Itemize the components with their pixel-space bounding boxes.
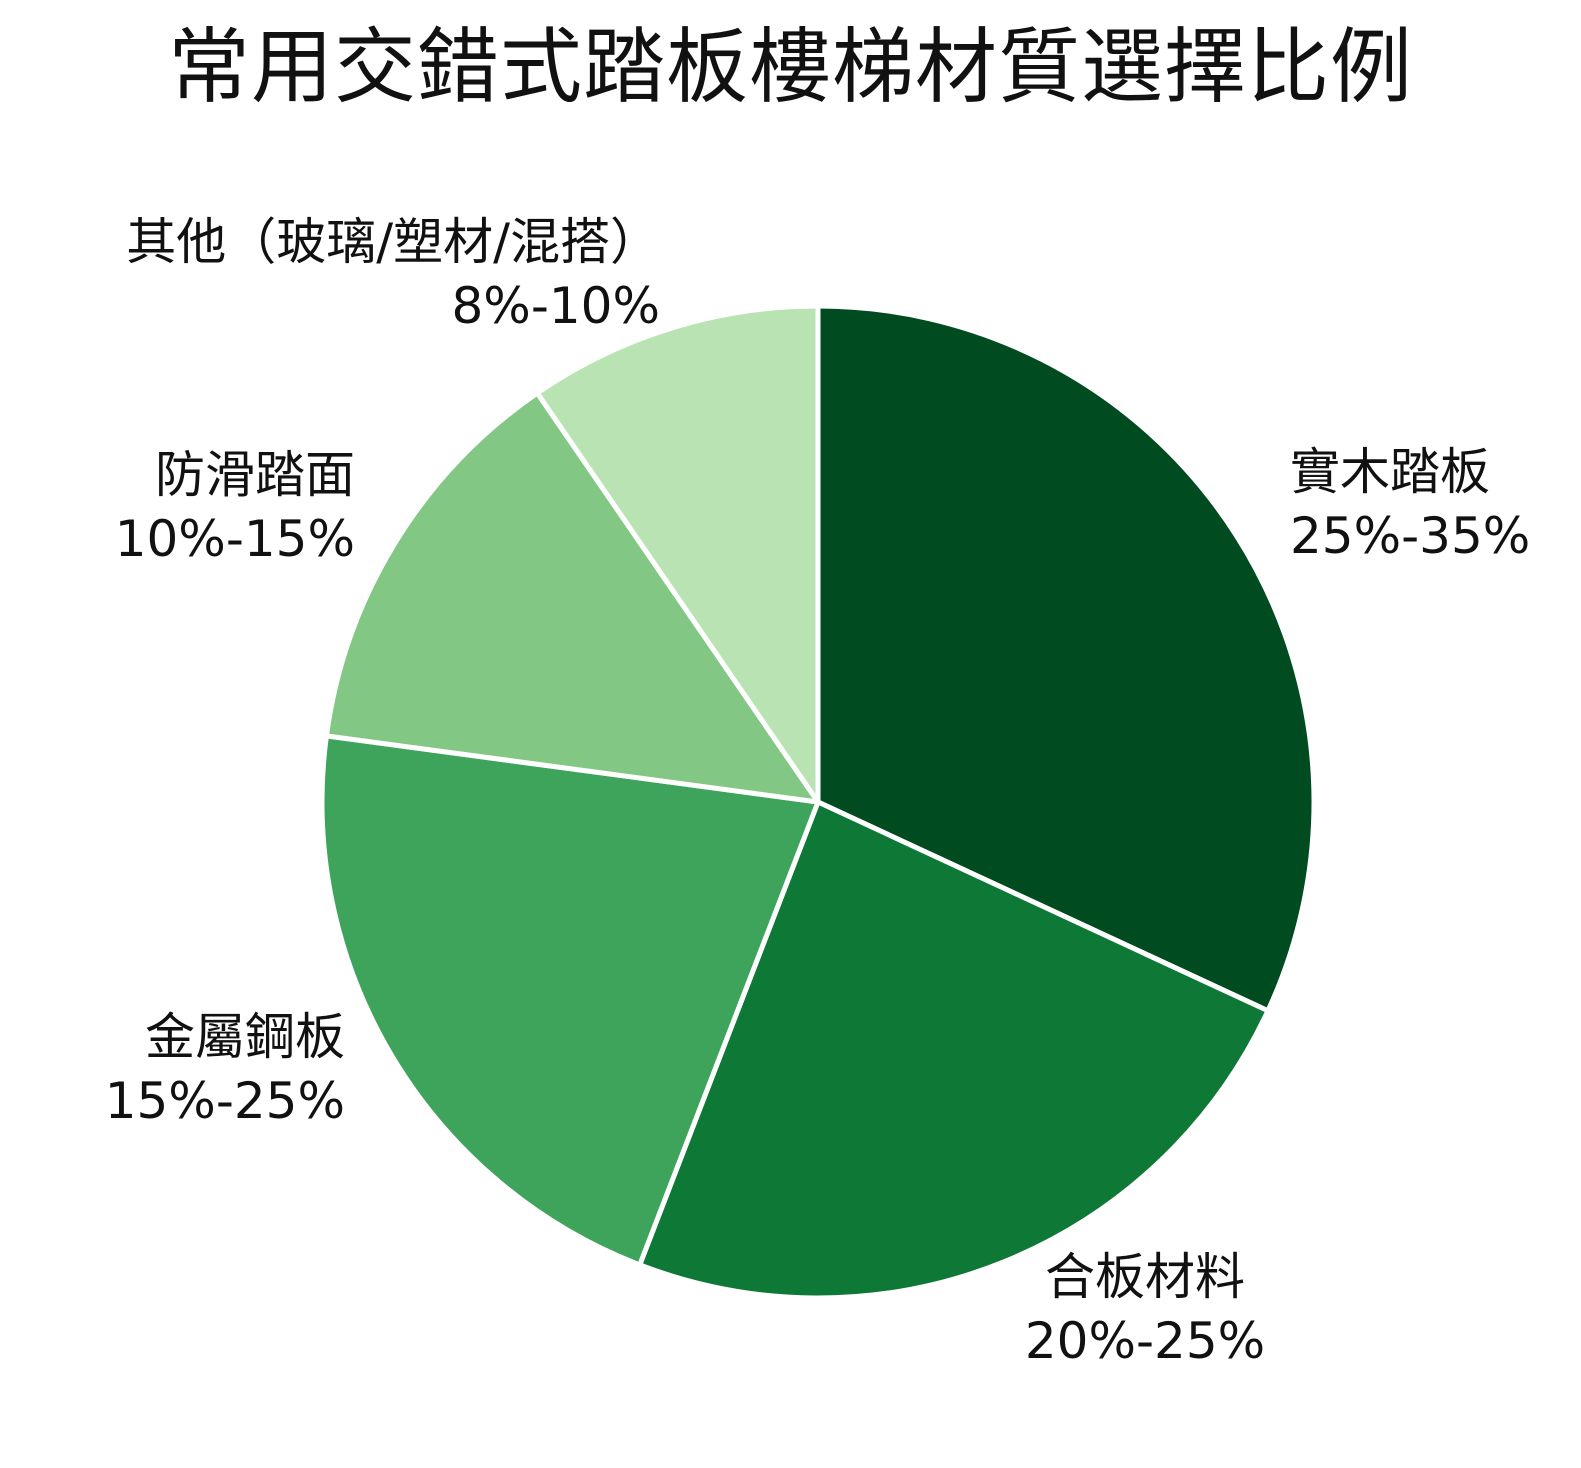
pie-slice-anti-slip xyxy=(323,390,821,805)
slice-name: 實木踏板 xyxy=(1290,443,1490,501)
slice-percent: 8%-10% xyxy=(451,277,661,335)
pie-slice-metal-steel xyxy=(319,733,821,1268)
slice-percent: 15%-25% xyxy=(104,1072,345,1130)
slice-label-anti-slip: 防滑踏面 10%-15% xyxy=(70,443,355,571)
slice-percent: 25%-35% xyxy=(1290,507,1531,565)
slice-percent: 10%-15% xyxy=(114,510,355,568)
slice-label-metal-steel: 金屬鋼板 15%-25% xyxy=(60,1005,345,1133)
slice-name: 防滑踏面 xyxy=(155,446,355,504)
chart-title: 常用交錯式踏板樓梯材質選擇比例 xyxy=(167,20,1413,115)
slice-name: 金屬鋼板 xyxy=(145,1008,345,1066)
pie-slice-plywood xyxy=(637,799,1271,1301)
slice-name: 其他（玻璃/塑材/混搭） xyxy=(126,213,660,271)
pie-slice-other xyxy=(534,303,821,805)
slice-label-plywood: 合板材料 20%-25% xyxy=(1020,1245,1270,1373)
slice-percent: 20%-25% xyxy=(1024,1312,1266,1370)
pie-slice-solid-wood xyxy=(815,303,1317,1014)
slice-name: 合板材料 xyxy=(1045,1248,1245,1306)
slice-label-other: 其他（玻璃/塑材/混搭） 8%-10% xyxy=(20,210,660,338)
slice-label-solid-wood: 實木踏板 25%-35% xyxy=(1290,440,1530,568)
